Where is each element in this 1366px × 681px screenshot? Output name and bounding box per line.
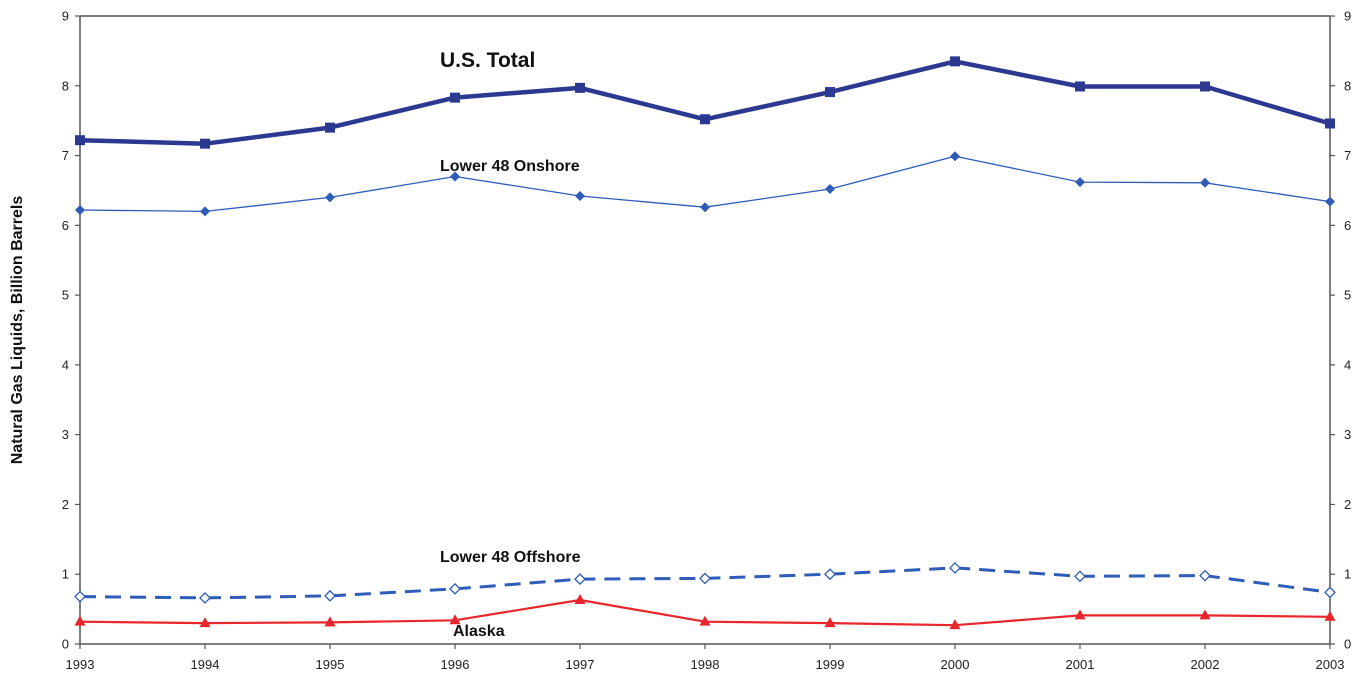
data-point-lower-48-offshore bbox=[949, 562, 961, 574]
x-tick-label: 1994 bbox=[191, 657, 220, 672]
data-point-lower-48-onshore bbox=[325, 192, 335, 203]
data-point-alaska bbox=[1074, 609, 1086, 620]
y-tick-label-left: 9 bbox=[62, 9, 69, 24]
data-point-alaska bbox=[1324, 610, 1336, 621]
data-point-alaska bbox=[74, 615, 86, 626]
data-point-lower-48-onshore bbox=[75, 204, 85, 215]
x-tick-label: 1998 bbox=[691, 657, 720, 672]
series-labels: U.S. Total Lower 48 Onshore Lower 48 Off… bbox=[440, 49, 581, 640]
x-tick-label: 1999 bbox=[816, 657, 845, 672]
data-point-lower-48-onshore bbox=[1200, 177, 1210, 188]
data-point-lower-48-onshore bbox=[825, 184, 835, 195]
data-point-lower-48-onshore bbox=[1325, 196, 1335, 207]
y-tick-label-right: 9 bbox=[1344, 9, 1351, 24]
data-point-lower-48-onshore bbox=[950, 151, 960, 162]
x-tick-label: 2002 bbox=[1191, 657, 1220, 672]
series-line-u-s-total bbox=[79, 59, 1331, 146]
y-tick-label-right: 2 bbox=[1344, 497, 1351, 512]
data-point-alaska bbox=[449, 614, 461, 625]
data-point-u-s-total bbox=[700, 114, 710, 125]
data-point-lower-48-offshore bbox=[699, 572, 711, 585]
y-tick-labels-left: 0 1 2 3 4 5 6 7 8 9 bbox=[62, 9, 80, 652]
data-point-u-s-total bbox=[450, 92, 460, 103]
y-tick-label-left: 3 bbox=[62, 427, 69, 442]
y-tick-label-right: 0 bbox=[1344, 637, 1351, 652]
data-point-alaska bbox=[199, 617, 211, 628]
data-point-lower-48-onshore bbox=[450, 171, 460, 182]
data-point-lower-48-offshore bbox=[1199, 569, 1211, 582]
x-tick-label: 1995 bbox=[316, 657, 345, 672]
data-point-u-s-total bbox=[575, 82, 585, 93]
data-point-u-s-total bbox=[1325, 118, 1335, 129]
data-point-lower-48-onshore bbox=[200, 206, 210, 217]
series-label-alaska: Alaska bbox=[453, 623, 505, 640]
y-tick-label-right: 7 bbox=[1344, 148, 1351, 163]
x-tick-label: 2003 bbox=[1316, 657, 1345, 672]
data-point-lower-48-offshore bbox=[1324, 586, 1336, 599]
series-label-lower48-offshore: Lower 48 Offshore bbox=[440, 549, 581, 566]
data-point-lower-48-offshore bbox=[1074, 570, 1086, 583]
data-point-lower-48-offshore bbox=[324, 589, 336, 602]
y-tick-label-left: 4 bbox=[62, 357, 69, 372]
y-axis-label: Natural Gas Liquids, Billion Barrels bbox=[9, 196, 26, 465]
data-point-u-s-total bbox=[200, 138, 210, 149]
series-u-s-total bbox=[75, 56, 1335, 149]
axes bbox=[79, 15, 1331, 645]
series-lower-48-onshore bbox=[75, 151, 1335, 217]
data-point-alaska bbox=[324, 616, 336, 627]
data-point-lower-48-offshore bbox=[199, 592, 211, 604]
data-point-u-s-total bbox=[1200, 81, 1210, 92]
series-label-lower48-onshore: Lower 48 Onshore bbox=[440, 158, 580, 175]
data-point-alaska bbox=[1199, 609, 1211, 620]
y-tick-label-right: 5 bbox=[1344, 288, 1351, 303]
y-tick-label-left: 5 bbox=[62, 288, 69, 303]
data-point-alaska bbox=[824, 617, 836, 628]
y-tick-label-right: 4 bbox=[1344, 357, 1351, 372]
y-tick-label-right: 1 bbox=[1344, 567, 1351, 582]
data-point-lower-48-offshore bbox=[74, 590, 86, 603]
x-tick-label: 2000 bbox=[941, 657, 970, 672]
data-point-lower-48-offshore bbox=[574, 573, 586, 586]
x-tick-label: 1997 bbox=[566, 657, 595, 672]
x-tick-labels: 1993 1994 1995 1996 1997 1998 1999 2000 2001 2002… bbox=[66, 644, 1345, 672]
y-tick-labels-right: 0 1 2 3 4 5 6 7 8 9 bbox=[1330, 9, 1351, 652]
data-point-u-s-total bbox=[325, 122, 335, 133]
y-tick-label-right: 6 bbox=[1344, 218, 1351, 233]
y-tick-label-left: 6 bbox=[62, 218, 69, 233]
x-tick-label: 2001 bbox=[1066, 657, 1095, 672]
data-point-alaska bbox=[949, 619, 961, 630]
series-layer bbox=[74, 56, 1336, 630]
y-tick-label-right: 3 bbox=[1344, 427, 1351, 442]
series-label-us-total: U.S. Total bbox=[440, 49, 535, 72]
data-point-lower-48-offshore bbox=[449, 582, 461, 595]
data-point-alaska bbox=[699, 615, 711, 626]
data-point-lower-48-onshore bbox=[1075, 177, 1085, 188]
data-point-lower-48-offshore bbox=[824, 568, 836, 581]
x-tick-label: 1996 bbox=[441, 657, 470, 672]
y-tick-label-right: 8 bbox=[1344, 78, 1351, 93]
series-alaska bbox=[74, 594, 1336, 630]
y-tick-label-left: 0 bbox=[62, 637, 69, 652]
data-point-u-s-total bbox=[825, 87, 835, 98]
data-point-u-s-total bbox=[950, 56, 960, 67]
x-tick-label: 1993 bbox=[66, 657, 95, 672]
data-point-u-s-total bbox=[75, 135, 85, 146]
y-tick-label-left: 7 bbox=[62, 148, 69, 163]
y-tick-label-left: 8 bbox=[62, 78, 69, 93]
data-point-lower-48-onshore bbox=[575, 191, 585, 202]
y-tick-label-left: 2 bbox=[62, 497, 69, 512]
series-lower-48-offshore bbox=[74, 562, 1336, 604]
y-tick-label-left: 1 bbox=[62, 567, 69, 582]
data-point-alaska bbox=[574, 594, 586, 605]
data-point-u-s-total bbox=[1075, 81, 1085, 92]
data-point-lower-48-onshore bbox=[700, 202, 710, 213]
